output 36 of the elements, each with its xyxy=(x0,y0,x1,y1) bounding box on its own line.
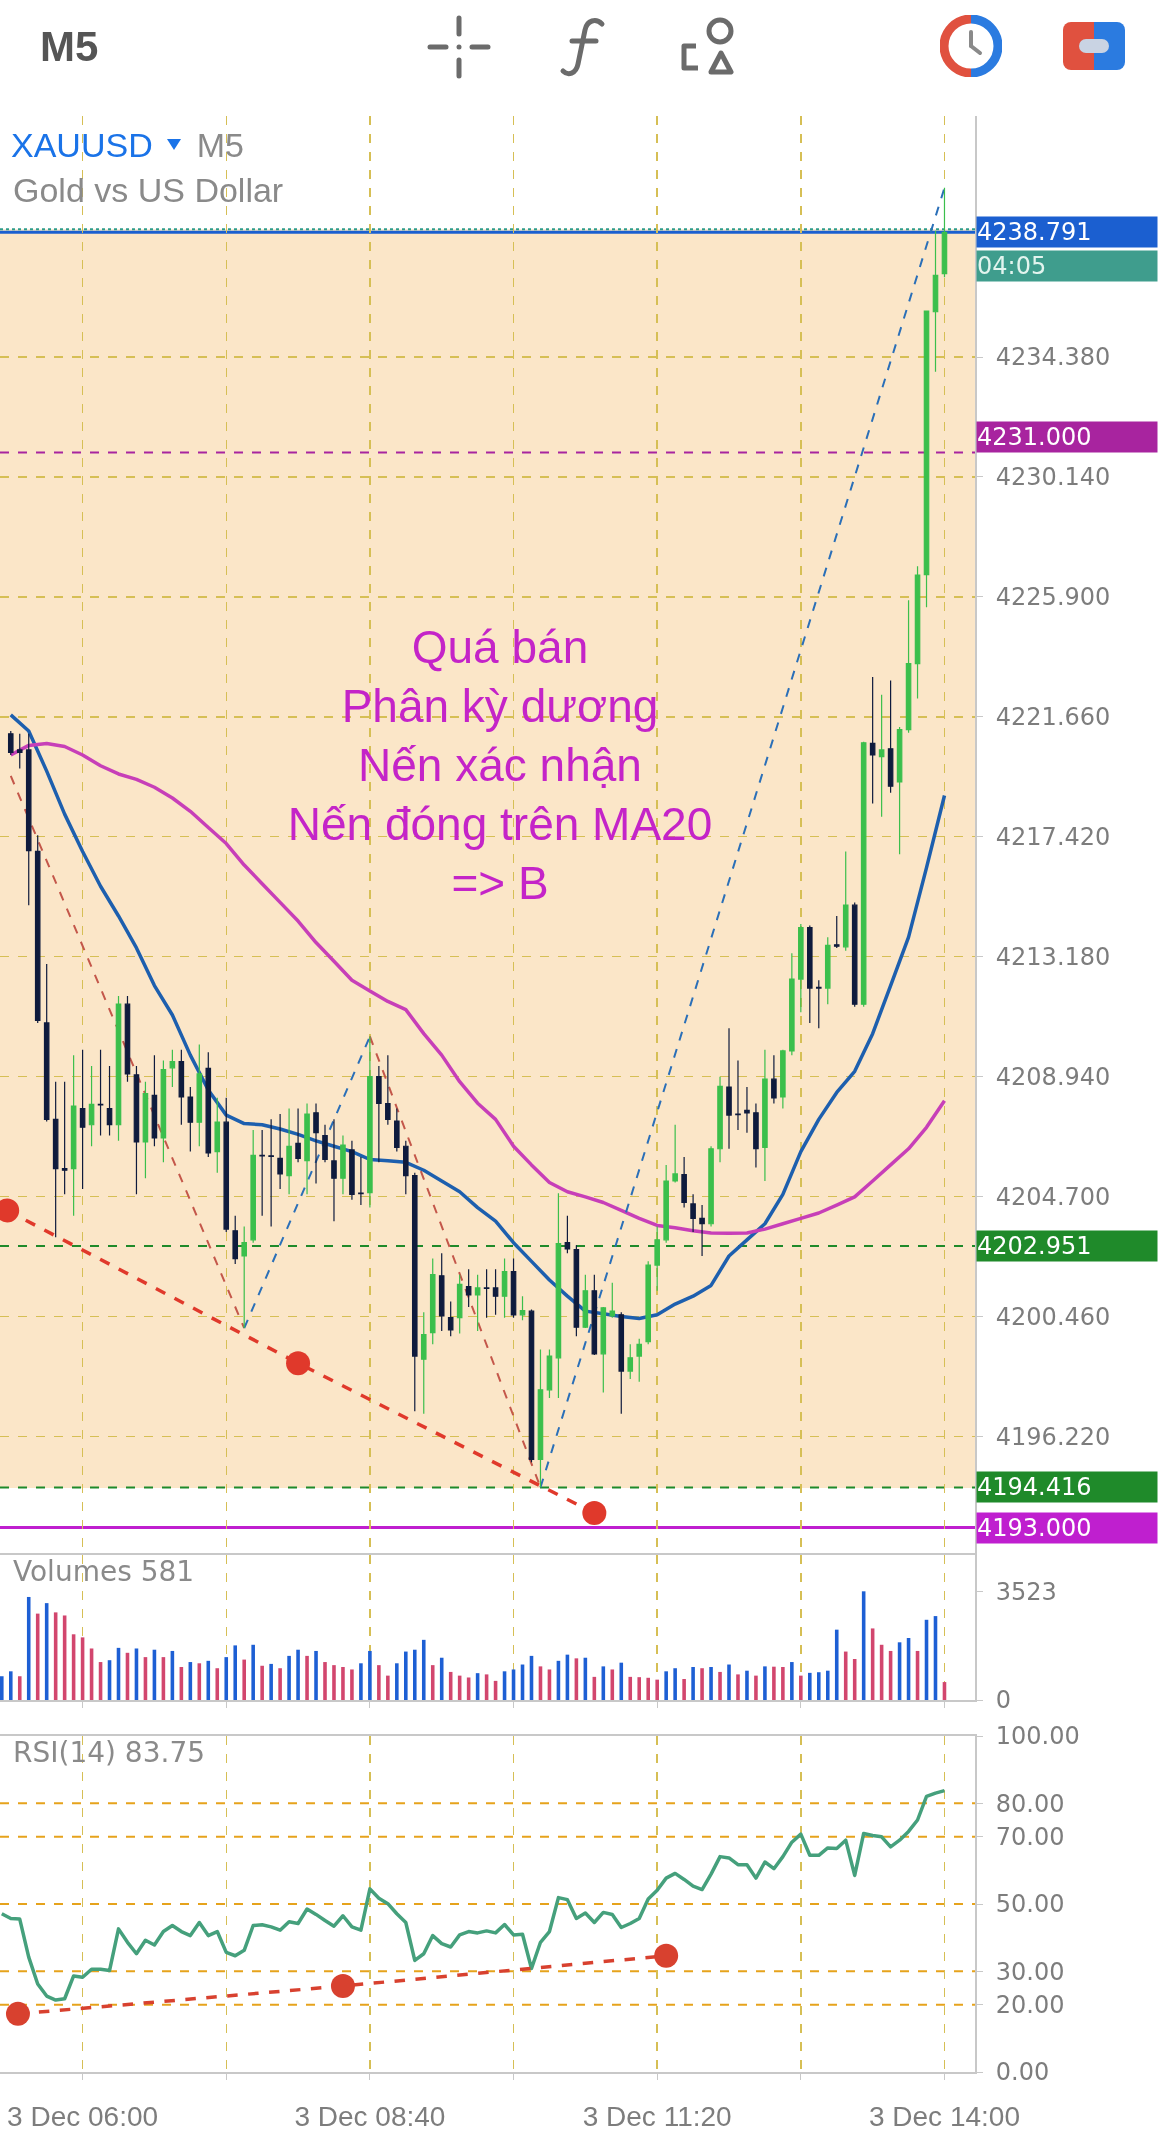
y-tick-label: 70.00 xyxy=(995,1823,1065,1852)
y-tick-label: 0 xyxy=(995,1686,1012,1715)
chart-title: Volumes 581 xyxy=(13,1555,195,1588)
y-tick-label: 3523 xyxy=(995,1577,1057,1606)
text: 04:05 xyxy=(977,252,1047,280)
y-tick-label: 4230.140 xyxy=(995,463,1111,492)
y-tick-label: 30.00 xyxy=(995,1957,1065,1986)
text: M5 xyxy=(40,23,99,70)
y-tick-label: 4221.660 xyxy=(995,703,1111,732)
y-tick-label: 4225.900 xyxy=(995,583,1111,612)
y-tick-label: 4196.220 xyxy=(995,1422,1111,1451)
chart-title: RSI(14) 83.75 xyxy=(13,1736,206,1769)
ref-line-label: 4193.000 xyxy=(977,1514,1092,1542)
ref-line-label: 4194.416 xyxy=(977,1473,1092,1501)
ref-line-label: 4238.791 xyxy=(977,218,1092,246)
y-tick-label: 0.00 xyxy=(995,2058,1050,2087)
x-tick-label: 3 Dec 06:00 xyxy=(7,2100,159,2132)
y-tick-label: 80.00 xyxy=(995,1789,1065,1818)
y-tick-label: 4200.460 xyxy=(995,1302,1111,1331)
y-tick-label: 50.00 xyxy=(995,1890,1065,1919)
x-tick-label: 3 Dec 08:40 xyxy=(294,2100,446,2132)
chart-title: XAUUSD xyxy=(11,126,153,164)
y-tick-label: 4213.180 xyxy=(995,943,1111,972)
x-tick-label: 3 Dec 11:20 xyxy=(582,2100,732,2132)
text: Gold vs US Dollar xyxy=(13,171,284,209)
y-tick-label: 4234.380 xyxy=(995,343,1111,372)
ref-line-label: 4231.000 xyxy=(977,423,1092,451)
y-tick-label: 4204.700 xyxy=(995,1182,1111,1211)
x-tick-label: 3 Dec 14:00 xyxy=(868,2100,1020,2132)
ref-line-label: 4202.951 xyxy=(977,1232,1092,1260)
y-tick-label: 4208.940 xyxy=(995,1063,1111,1092)
y-tick-label: 20.00 xyxy=(995,1991,1065,2020)
annotation: Quá bán Phân kỳ dương Nến xác nhận Nến đóng trên MA20 => B xyxy=(286,620,714,911)
y-tick-label: 4217.420 xyxy=(995,823,1111,852)
annotation: M5 xyxy=(196,126,244,164)
y-tick-label: 100.00 xyxy=(995,1722,1080,1751)
